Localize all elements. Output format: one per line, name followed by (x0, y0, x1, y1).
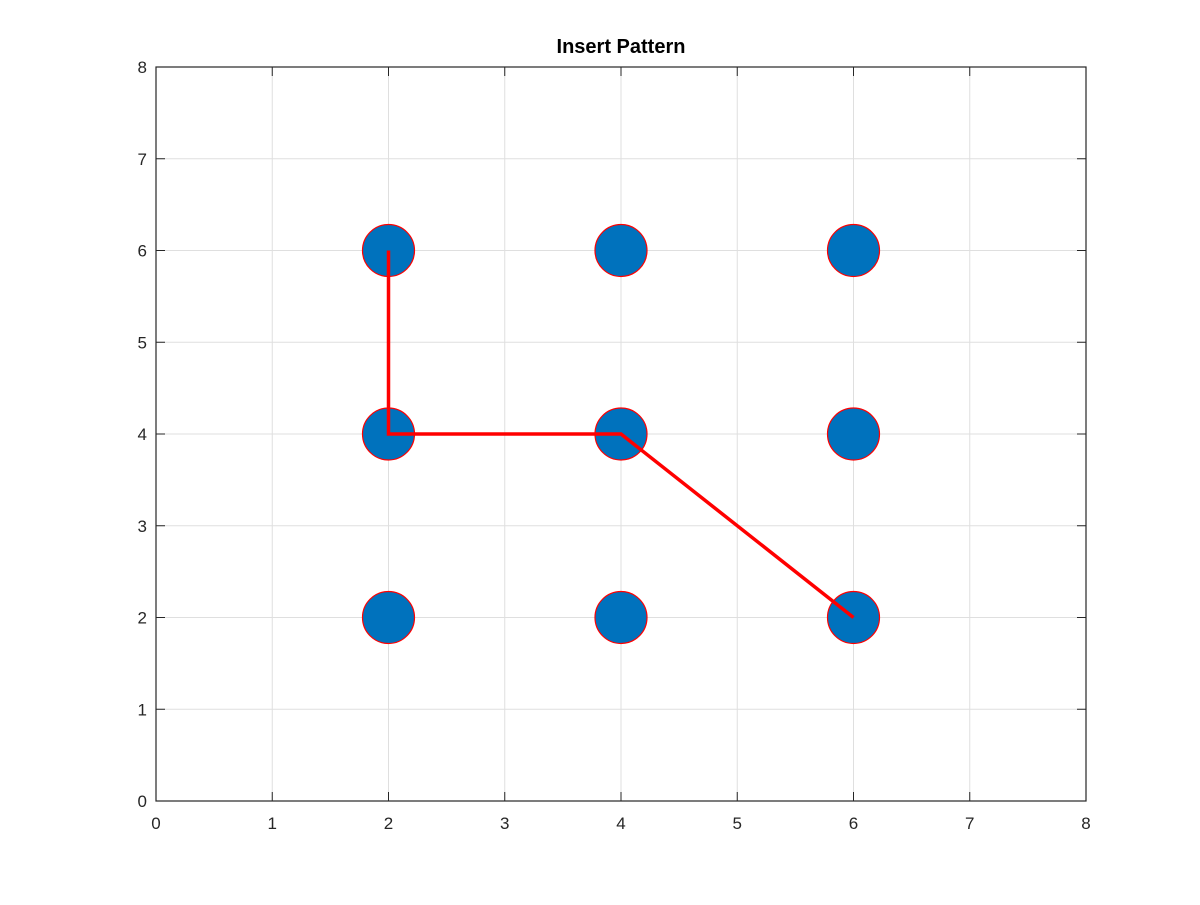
x-tick-label: 2 (384, 814, 393, 833)
pattern-dot (594, 590, 648, 645)
y-tick-label: 7 (138, 150, 147, 169)
y-tick-label: 2 (138, 609, 147, 628)
pattern-dot (361, 590, 416, 645)
x-tick-label: 4 (616, 814, 625, 833)
y-tick-label: 0 (138, 792, 147, 811)
y-tick-label: 6 (138, 242, 147, 261)
pattern-dot (594, 223, 648, 278)
x-tick-label: 5 (733, 814, 742, 833)
x-tick-label: 8 (1081, 814, 1090, 833)
pattern-dot (826, 223, 881, 278)
y-tick-label: 8 (138, 58, 147, 77)
x-tick-label: 1 (268, 814, 277, 833)
x-tick-label: 0 (151, 814, 160, 833)
x-tick-labels: 0 1 2 3 4 5 6 7 8 (151, 814, 1090, 833)
y-tick-labels: 0 1 2 3 4 5 6 7 8 (138, 58, 147, 811)
pattern-path-line (386, 250, 855, 619)
pattern-dot (826, 407, 881, 461)
x-tick-label: 7 (965, 814, 974, 833)
chart-title: Insert Pattern (557, 36, 686, 58)
pattern-line-layer (386, 250, 855, 619)
y-tick-label: 1 (138, 700, 147, 719)
y-tick-label: 5 (138, 333, 147, 352)
tick-marks (155, 66, 1087, 802)
y-tick-label: 4 (138, 425, 147, 444)
x-tick-label: 6 (849, 814, 858, 833)
x-tick-label: 3 (500, 814, 509, 833)
y-tick-label: 3 (138, 517, 147, 536)
